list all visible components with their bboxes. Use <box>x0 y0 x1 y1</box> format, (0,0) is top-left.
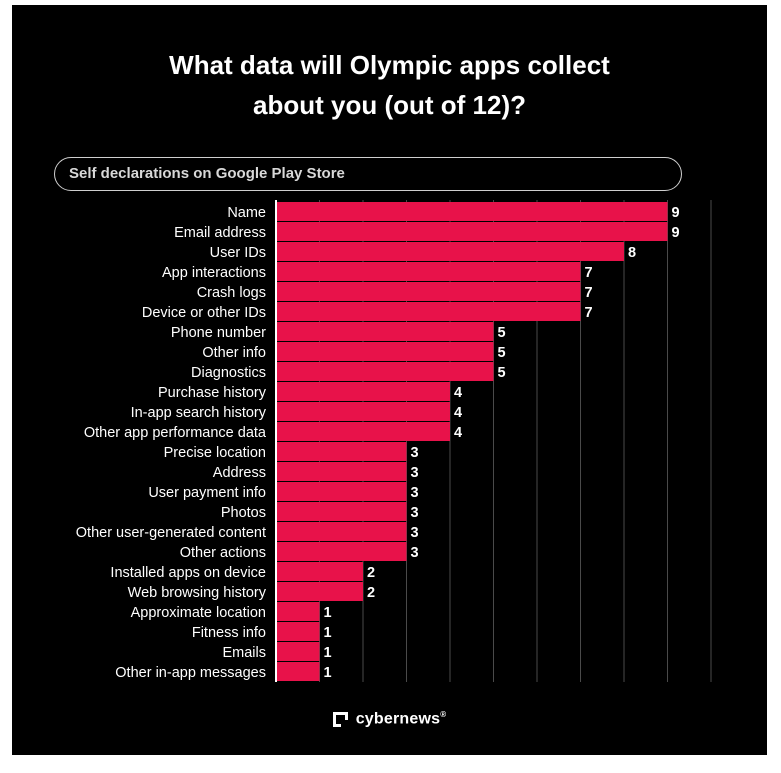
bar <box>276 482 407 501</box>
bar <box>276 302 581 321</box>
bar <box>276 502 407 521</box>
bar <box>276 222 668 241</box>
value-label: 3 <box>411 545 419 561</box>
category-label: Fitness info <box>192 625 266 641</box>
value-label: 7 <box>585 305 593 321</box>
value-label: 5 <box>498 345 506 361</box>
value-label: 2 <box>367 565 375 581</box>
category-label: Name <box>227 205 266 221</box>
value-label: 2 <box>367 585 375 601</box>
value-label: 3 <box>411 465 419 481</box>
category-label: Web browsing history <box>128 585 267 601</box>
bar-chart: Name 9 Email address 9 User IDs 8 App interact… <box>76 200 712 682</box>
value-label: 5 <box>498 365 506 381</box>
bar <box>276 562 363 581</box>
bar <box>276 642 320 661</box>
bar <box>276 622 320 641</box>
cybernews-logo-icon <box>332 711 348 727</box>
registered-mark: ® <box>440 710 447 719</box>
chart-title-line-2: about you (out of 12)? <box>253 90 526 120</box>
value-label: 7 <box>585 265 593 281</box>
value-label: 8 <box>628 245 636 261</box>
value-label: 9 <box>672 225 680 241</box>
category-label: Other in-app messages <box>115 665 266 681</box>
value-label: 1 <box>324 645 332 661</box>
chart-title-line-1: What data will Olympic apps collect <box>169 50 610 80</box>
subtitle-pill: Self declarations on Google Play Store <box>54 157 682 191</box>
bar <box>276 202 668 221</box>
bar <box>276 442 407 461</box>
bar <box>276 342 494 361</box>
category-label: Device or other IDs <box>142 305 266 321</box>
category-label: Purchase history <box>158 385 267 401</box>
bar <box>276 582 363 601</box>
value-label: 1 <box>324 625 332 641</box>
value-label: 4 <box>454 405 462 421</box>
category-label: Crash logs <box>197 285 266 301</box>
brand: cybernews® <box>332 710 447 728</box>
bar <box>276 602 320 621</box>
category-label: Other actions <box>180 545 266 561</box>
category-label: Other app performance data <box>84 425 267 441</box>
value-label: 7 <box>585 285 593 301</box>
category-label: Other info <box>202 345 266 361</box>
chart-panel: What data will Olympic apps collect abou… <box>12 5 767 755</box>
value-label: 1 <box>324 605 332 621</box>
value-label: 4 <box>454 425 462 441</box>
category-label: Approximate location <box>131 605 266 621</box>
category-label: Phone number <box>171 325 266 341</box>
category-label: Address <box>213 465 266 481</box>
bar <box>276 242 624 261</box>
category-label: Diagnostics <box>191 365 266 381</box>
chart-title: What data will Olympic apps collect abou… <box>12 45 767 125</box>
brand-name: cybernews® <box>355 710 447 728</box>
bar <box>276 382 450 401</box>
category-label: Installed apps on device <box>110 565 266 581</box>
bar <box>276 282 581 301</box>
category-label: Photos <box>221 505 266 521</box>
bar <box>276 362 494 381</box>
value-label: 3 <box>411 445 419 461</box>
bar <box>276 542 407 561</box>
category-label: In-app search history <box>131 405 267 421</box>
category-label: Emails <box>222 645 266 661</box>
bar <box>276 322 494 341</box>
value-label: 1 <box>324 665 332 681</box>
value-label: 4 <box>454 385 462 401</box>
value-label: 3 <box>411 505 419 521</box>
category-label: Email address <box>174 225 266 241</box>
bar <box>276 262 581 281</box>
bar <box>276 522 407 541</box>
category-label: App interactions <box>162 265 266 281</box>
chart-subtitle: Self declarations on Google Play Store <box>69 165 345 182</box>
category-label: Other user-generated content <box>76 525 266 541</box>
value-label: 9 <box>672 205 680 221</box>
bar <box>276 462 407 481</box>
category-label: User IDs <box>210 245 266 261</box>
bar <box>276 422 450 441</box>
footer: cybernews® <box>12 710 767 732</box>
value-label: 5 <box>498 325 506 341</box>
value-label: 3 <box>411 525 419 541</box>
bar <box>276 662 320 681</box>
bar <box>276 402 450 421</box>
value-label: 3 <box>411 485 419 501</box>
category-label: Precise location <box>164 445 266 461</box>
category-label: User payment info <box>148 485 266 501</box>
